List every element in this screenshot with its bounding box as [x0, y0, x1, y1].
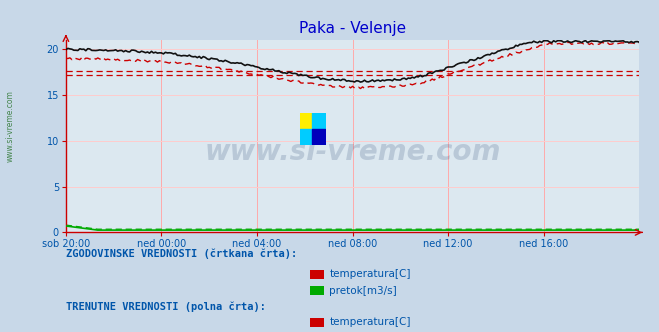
Text: www.si-vreme.com: www.si-vreme.com: [204, 137, 501, 166]
Text: ZGODOVINSKE VREDNOSTI (črtkana črta):: ZGODOVINSKE VREDNOSTI (črtkana črta):: [66, 249, 297, 259]
Title: Paka - Velenje: Paka - Velenje: [299, 21, 406, 36]
Text: TRENUTNE VREDNOSTI (polna črta):: TRENUTNE VREDNOSTI (polna črta):: [66, 302, 266, 312]
Text: temperatura[C]: temperatura[C]: [330, 269, 411, 279]
Text: pretok[m3/s]: pretok[m3/s]: [330, 286, 397, 296]
Text: www.si-vreme.com: www.si-vreme.com: [5, 90, 14, 162]
Text: temperatura[C]: temperatura[C]: [330, 317, 411, 327]
